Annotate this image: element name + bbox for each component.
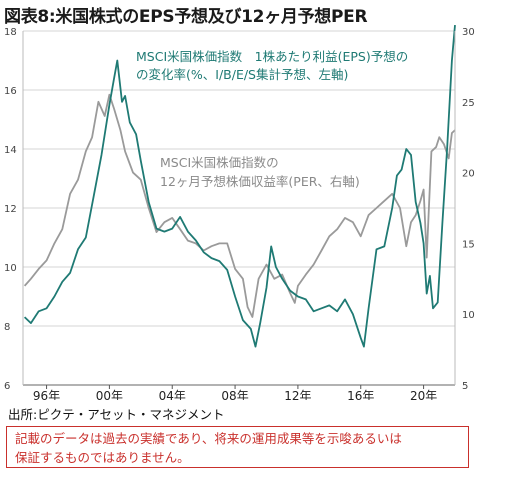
left-tick-label: 6: [4, 381, 10, 392]
gridlines: [23, 30, 455, 386]
disclaimer-line-1: 記載のデータは過去の実績であり、将来の運用成果等を示唆あるいは: [15, 431, 402, 446]
x-tick-label: 08年: [221, 389, 248, 400]
figure-title: 図表8:米国株式のEPS予想及び12ヶ月予想PER: [4, 7, 368, 27]
left-tick-label: 16: [4, 86, 17, 97]
left-tick-label: 8: [4, 322, 10, 333]
right-tick-label: 10: [462, 310, 475, 321]
right-tick-label: 5: [462, 381, 468, 392]
left-tick-label: 18: [4, 27, 17, 38]
source-note: 出所:ピクテ・アセット・マネジメント: [8, 407, 225, 422]
x-tick-label: 12年: [284, 389, 311, 400]
series-lines: [23, 25, 456, 348]
disclaimer-box: 記載のデータは過去の実績であり、将来の運用成果等を示唆あるいは 保証するものでは…: [6, 426, 469, 468]
left-tick-label: 12: [4, 204, 17, 215]
series-labels: MSCI米国株価指数 1株あたり利益(EPS)予想のの変化率(%、I/B/E/S…: [136, 49, 408, 189]
right-tick-label: 30: [462, 27, 475, 38]
left-tick-label: 10: [4, 263, 17, 274]
x-tick-label: 16年: [347, 389, 374, 400]
eps-series-label-line-1: MSCI米国株価指数 1株あたり利益(EPS)予想の: [136, 49, 408, 64]
plot-frame: [22, 31, 456, 386]
x-tick-label: 96年: [33, 389, 60, 400]
eps-series-line: [23, 25, 456, 348]
x-tick-label: 20年: [410, 389, 437, 400]
left-tick-label: 14: [4, 145, 17, 156]
x-tick-label: 04年: [159, 389, 186, 400]
x-tick-label: 00年: [96, 389, 123, 400]
per-series-label-line-2: 12ヶ月予想株価収益率(PER、右軸): [160, 174, 360, 189]
disclaimer-line-2: 保証するものではありません。: [15, 450, 190, 465]
line-chart: 6 8 10 12 14 16 18 5 10 15 20 25 30 96年 00年 04年 08年 12年 16…: [4, 25, 475, 400]
per-series-line: [23, 93, 456, 318]
right-tick-label: 15: [462, 239, 475, 250]
per-series-label-line-1: MSCI米国株価指数の: [160, 155, 279, 170]
right-tick-label: 25: [462, 98, 475, 109]
axis-ticks: 6 8 10 12 14 16 18 5 10 15 20 25 30 96年 00年 04年 08年 12年 16…: [4, 27, 475, 400]
eps-series-label-line-2: の変化率(%、I/B/E/S集計予想、左軸): [136, 67, 348, 82]
right-tick-label: 20: [462, 169, 475, 180]
